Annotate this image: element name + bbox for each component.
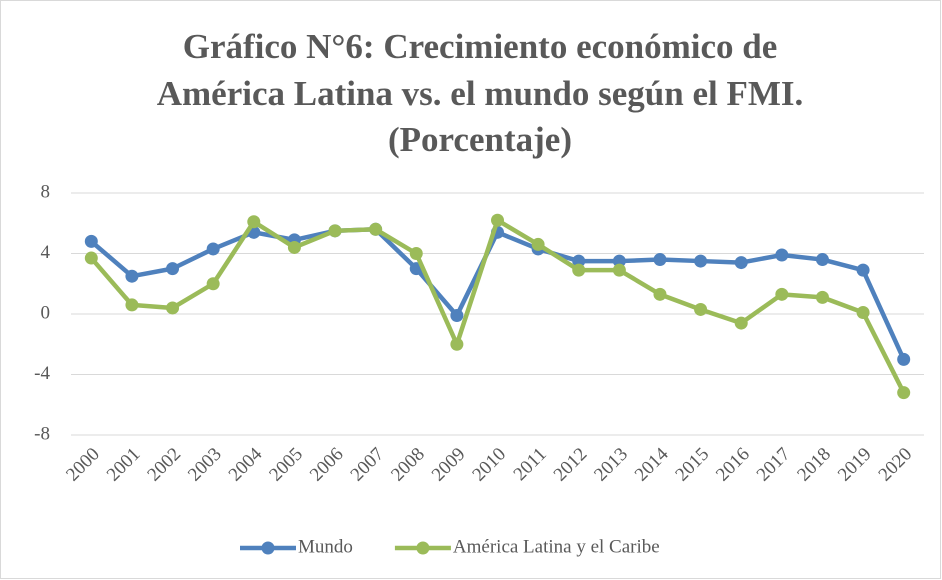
legend-label: Mundo xyxy=(298,536,353,557)
data-point xyxy=(206,277,220,291)
data-point xyxy=(775,248,789,262)
data-point xyxy=(897,352,911,366)
legend-marker xyxy=(416,541,430,555)
legend-label: América Latina y el Caribe xyxy=(453,536,660,557)
data-point xyxy=(572,263,586,277)
chart-title: Gráfico N°6: Crecimiento económico de xyxy=(183,27,778,66)
data-point xyxy=(612,254,626,268)
chart-title: (Porcentaje) xyxy=(388,120,572,159)
data-point xyxy=(531,237,545,251)
data-point xyxy=(166,301,180,315)
data-point xyxy=(491,213,504,227)
data-point xyxy=(694,302,708,316)
data-point xyxy=(897,386,911,400)
y-tick-label: 4 xyxy=(41,242,51,263)
chart-title: América Latina vs. el mundo según el FMI… xyxy=(157,74,804,113)
data-point xyxy=(856,263,870,277)
data-point xyxy=(815,253,829,267)
data-point xyxy=(734,316,748,330)
data-point xyxy=(612,263,626,277)
y-tick-label: -4 xyxy=(34,363,50,384)
data-point xyxy=(450,309,464,323)
y-tick-label: 0 xyxy=(41,302,51,323)
data-point xyxy=(125,298,139,312)
data-point xyxy=(206,242,220,256)
y-tick-label: 8 xyxy=(41,181,51,202)
data-point xyxy=(856,305,870,319)
data-point xyxy=(84,234,98,248)
data-point xyxy=(694,254,708,268)
data-point xyxy=(734,256,748,270)
data-point xyxy=(247,215,261,229)
data-point xyxy=(450,337,464,351)
data-point xyxy=(369,222,383,236)
data-point xyxy=(572,254,586,268)
data-point xyxy=(125,269,139,283)
data-point xyxy=(815,290,829,304)
legend-marker xyxy=(261,541,275,555)
data-point xyxy=(328,224,342,238)
y-tick-label: -8 xyxy=(34,423,50,444)
data-point xyxy=(409,247,423,260)
data-point xyxy=(653,287,667,301)
data-point xyxy=(84,251,98,265)
data-point xyxy=(775,287,789,301)
data-point xyxy=(166,262,180,276)
data-point xyxy=(653,253,667,267)
data-point xyxy=(287,240,301,254)
